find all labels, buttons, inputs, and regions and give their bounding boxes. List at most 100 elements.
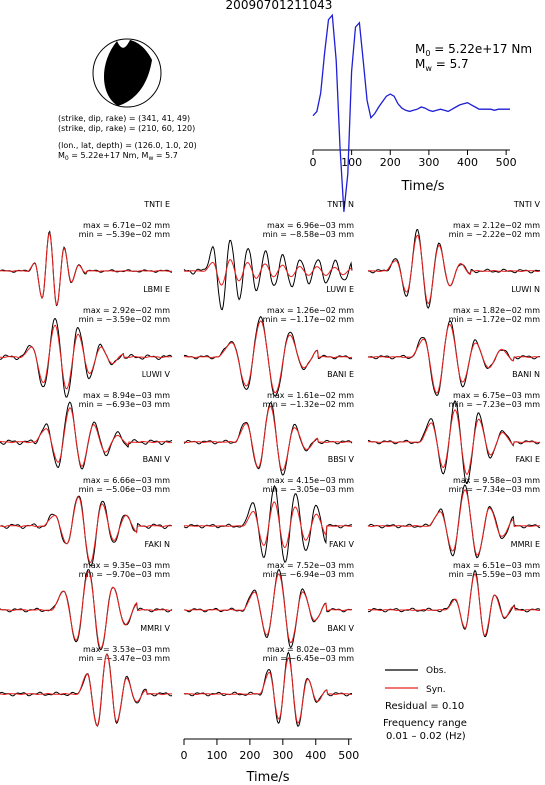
synthetic-trace — [0, 232, 173, 306]
station-min: min = −6.45e−03 mm — [263, 654, 355, 663]
mechanism-line-1: (strike, dip, rake) = (341, 41, 49) — [58, 114, 190, 123]
station-max: max = 8.02e−03 mm — [267, 645, 354, 654]
station-name: BANI E — [327, 370, 354, 379]
stf-tick-label: 100 — [341, 156, 362, 169]
synthetic-trace — [368, 234, 541, 305]
station-max: max = 6.71e−02 mm — [83, 221, 170, 230]
station-max: max = 1.82e−02 mm — [453, 306, 540, 315]
observed-trace — [183, 651, 353, 728]
station-max: max = 1.26e−02 mm — [267, 306, 354, 315]
synthetic-trace — [367, 489, 541, 556]
bottom-tick-label: 400 — [305, 749, 326, 762]
observed-trace — [367, 484, 541, 559]
stf-mw-label: Mw = 5.7 — [415, 57, 469, 73]
mechanism-line-3: (lon., lat, depth) = (126.0, 1.0, 20) — [58, 141, 197, 150]
station-name: BANI V — [143, 455, 171, 464]
bottom-axis: 0 100 200 300 400 500 Time/s — [181, 738, 359, 785]
synthetic-trace — [0, 407, 173, 467]
synthetic-trace — [183, 657, 353, 724]
station-max: max = 2.12e−02 mm — [453, 221, 540, 230]
bottom-x-ticks: 0 100 200 300 400 500 — [181, 739, 359, 762]
synthetic-trace — [0, 571, 173, 649]
stf-panel: 0 100 200 300 400 500 M0 = 5.22e+17 Nm Mw = 5… — [310, 13, 532, 212]
station-min: min = −3.47e−03 mm — [79, 654, 171, 663]
station-max: max = 9.58e−03 mm — [453, 476, 540, 485]
station-name: TNTI V — [513, 200, 541, 209]
observed-trace — [368, 229, 541, 310]
station-min: min = −1.32e−02 mm — [263, 400, 355, 409]
station-name: FAKI N — [145, 540, 170, 549]
stf-x-label: Time/s — [401, 179, 445, 194]
figure-title: 20090701211043 — [226, 0, 333, 12]
station-name: LBMI E — [143, 285, 170, 294]
station-min: min = −5.39e−02 mm — [79, 230, 171, 239]
bottom-tick-label: 0 — [181, 749, 188, 762]
frequency-range-value: 0.01 – 0.02 (Hz) — [386, 731, 466, 742]
stf-curve — [312, 13, 510, 212]
synthetic-trace — [367, 324, 541, 394]
synthetic-trace — [367, 409, 541, 475]
station-max: max = 6.51e−03 mm — [453, 561, 540, 570]
station-name: FAKI E — [515, 455, 540, 464]
station-min: min = −3.59e−02 mm — [79, 315, 171, 324]
station-name: LUWI V — [142, 370, 171, 379]
observed-trace — [367, 569, 541, 638]
station-max: max = 6.96e−03 mm — [267, 221, 354, 230]
legend-obs-label: Obs. — [426, 666, 446, 676]
stf-x-ticks: 0 100 200 300 400 500 — [310, 150, 517, 169]
station-name: BANI N — [512, 370, 540, 379]
station-max: max = 9.35e−03 mm — [83, 561, 170, 570]
observed-trace — [183, 484, 352, 563]
station-min: min = −2.22e−02 mm — [449, 230, 541, 239]
station-name: LUWI N — [511, 285, 540, 294]
synthetic-trace — [183, 405, 353, 471]
legend: Obs. Syn. Residual = 0.10 Frequency rang… — [383, 666, 467, 742]
stf-tick-label: 500 — [496, 156, 517, 169]
station-name: LUWI E — [326, 285, 354, 294]
station-min: min = −9.70e−03 mm — [79, 570, 171, 579]
stf-tick-label: 300 — [418, 156, 439, 169]
bottom-tick-label: 200 — [239, 749, 260, 762]
synthetic-trace — [0, 496, 173, 563]
synthetic-trace — [184, 573, 353, 644]
observed-trace — [183, 239, 353, 311]
bottom-x-label: Time/s — [246, 770, 290, 785]
station-min: min = −5.59e−03 mm — [449, 570, 541, 579]
observed-trace — [0, 230, 173, 307]
synthetic-trace — [183, 501, 353, 549]
station-name: BAKI V — [327, 624, 354, 633]
station-max: max = 3.53e−03 mm — [83, 645, 170, 654]
station-min: min = −6.94e−03 mm — [263, 570, 355, 579]
synthetic-trace — [0, 653, 173, 727]
mechanism-moment-line: M0 = 5.22e+17 Nm, Mw = 5.7 — [58, 151, 178, 162]
bottom-tick-label: 300 — [272, 749, 293, 762]
station-max: max = 2.92e−02 mm — [83, 306, 170, 315]
mechanism-line-2: (strike, dip, rake) = (210, 60, 120) — [58, 124, 195, 133]
station-max: max = 4.15e−03 mm — [267, 476, 354, 485]
station-min: min = −3.05e−03 mm — [263, 485, 355, 494]
stf-tick-label: 400 — [457, 156, 478, 169]
stf-m0-label: M0 = 5.22e+17 Nm — [415, 42, 532, 58]
station-min: min = −5.06e−03 mm — [79, 485, 171, 494]
synthetic-trace — [184, 259, 353, 286]
station-max: max = 6.66e−03 mm — [83, 476, 170, 485]
station-max: max = 1.61e−02 mm — [267, 391, 354, 400]
station-name: TNTI E — [143, 200, 170, 209]
observed-trace — [0, 318, 173, 398]
